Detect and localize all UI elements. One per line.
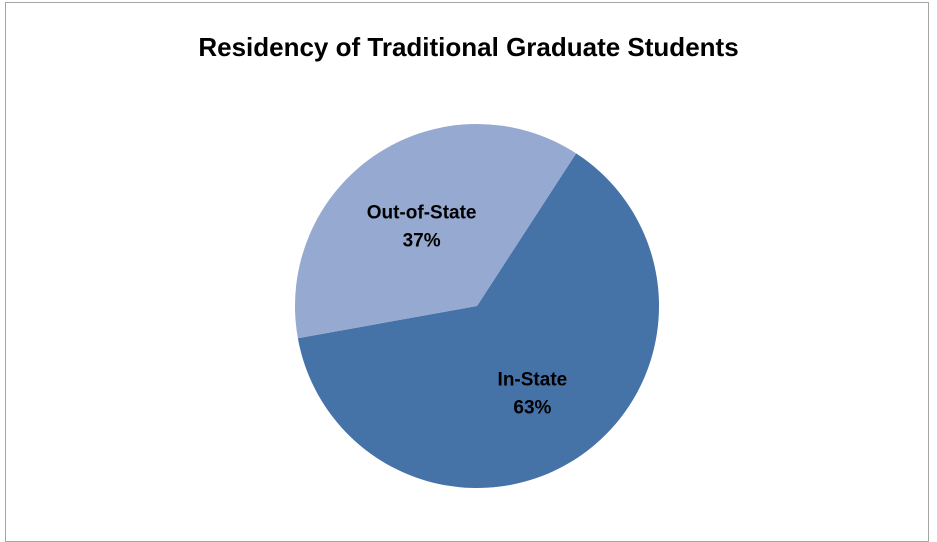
pie-labels: In-State 63% Out-of-State 37% <box>367 203 568 419</box>
pie-slices <box>294 123 659 489</box>
slice-value-in-state: 63% <box>513 397 551 418</box>
slice-value-out-of-state: 37% <box>403 231 441 252</box>
chart-title: Residency of Traditional Graduate Studen… <box>198 32 739 62</box>
pie-slice-in-state <box>297 153 659 489</box>
pie-slice-out-of-state <box>294 123 577 339</box>
slice-label-in-state: In-State <box>498 369 568 390</box>
slice-label-out-of-state: Out-of-State <box>367 203 477 224</box>
